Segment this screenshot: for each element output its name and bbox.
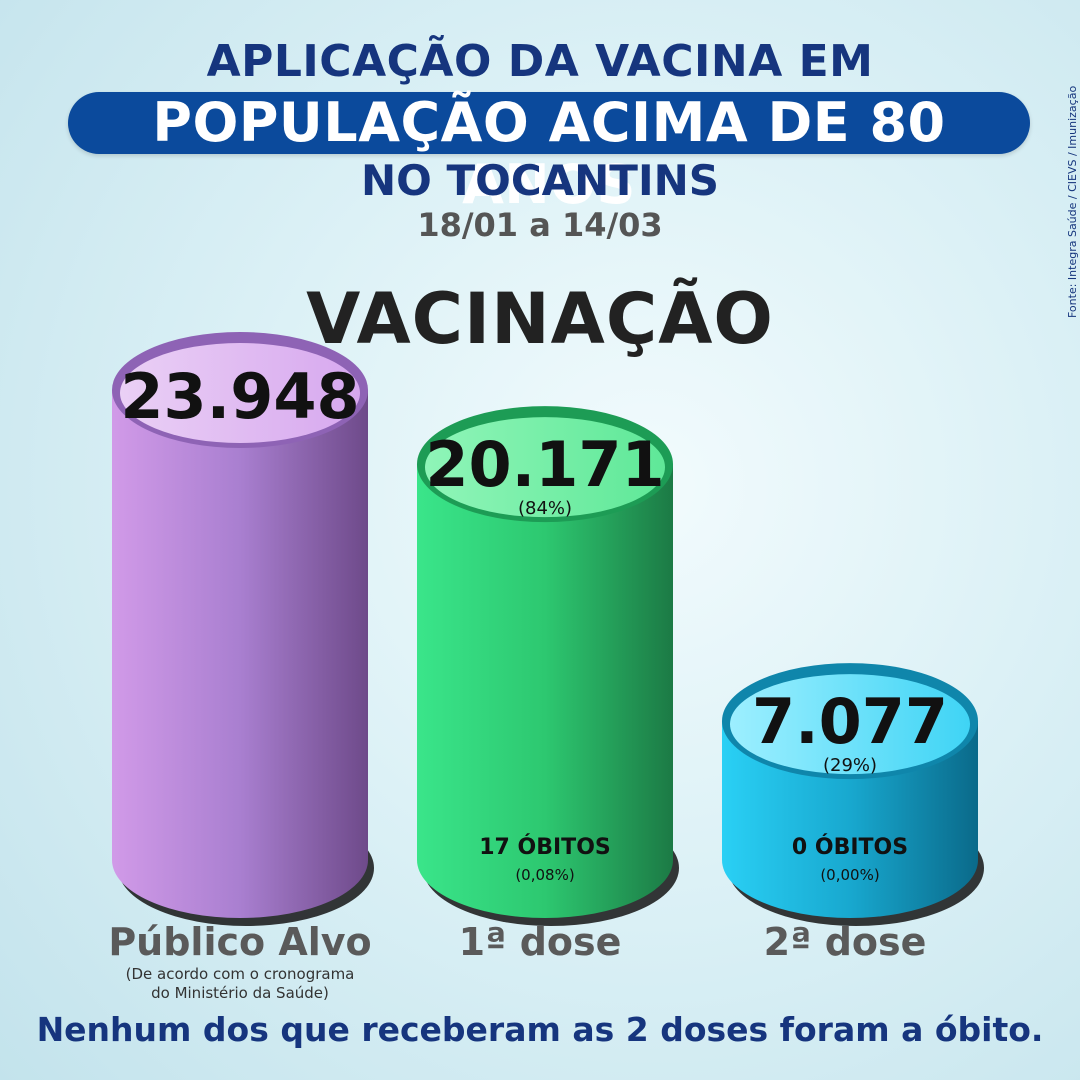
category-label-publico-alvo: Público Alvo xyxy=(108,920,372,964)
title-line-3: NO TOCANTINS xyxy=(361,156,719,205)
deaths-label-2a-dose: 0 ÓBITOS xyxy=(792,834,908,860)
title-line-1: APLICAÇÃO DA VACINA EM xyxy=(206,36,874,87)
cylinder-bar-chart: 23.948 20.171(84%) 17 ÓBITOS (0,08%) 7.077(2… xyxy=(112,332,984,926)
bar-1a-dose xyxy=(417,464,673,918)
category-label-2a-dose: 2ª dose xyxy=(763,920,927,964)
category-note-publico-alvo: (De acordo com o cronograma do Ministéri… xyxy=(125,965,355,1002)
value-label-publico-alvo: 23.948 xyxy=(120,360,359,433)
title-line-2: POPULAÇÃO ACIMA DE 80 ANOS xyxy=(152,91,946,216)
deaths-label-1a-dose: 17 ÓBITOS xyxy=(479,834,610,860)
category-label-1a-dose: 1ª dose xyxy=(458,920,622,964)
percent-label-1a-dose: (84%) xyxy=(518,498,572,519)
value-label-1a-dose: 20.171 xyxy=(425,428,664,501)
bar-top-publico-alvo xyxy=(120,343,360,443)
bar-publico-alvo xyxy=(112,390,368,918)
deaths-percent-label-2a-dose: (0,00%) xyxy=(820,866,879,884)
deaths-percent-label-1a-dose: (0,08%) xyxy=(515,866,574,884)
percent-label-2a-dose: (29%) xyxy=(823,755,877,776)
date-range: 18/01 a 14/03 xyxy=(417,206,663,244)
bar-top-1a-dose xyxy=(425,417,665,518)
bar-top-2a-dose xyxy=(730,674,970,775)
value-label-2a-dose: 7.077 xyxy=(752,685,948,758)
title-highlight-pill xyxy=(68,92,1030,154)
footer-note: Nenhum dos que receberam as 2 doses fora… xyxy=(36,1010,1044,1049)
section-title: VACINAÇÃO xyxy=(306,278,774,360)
